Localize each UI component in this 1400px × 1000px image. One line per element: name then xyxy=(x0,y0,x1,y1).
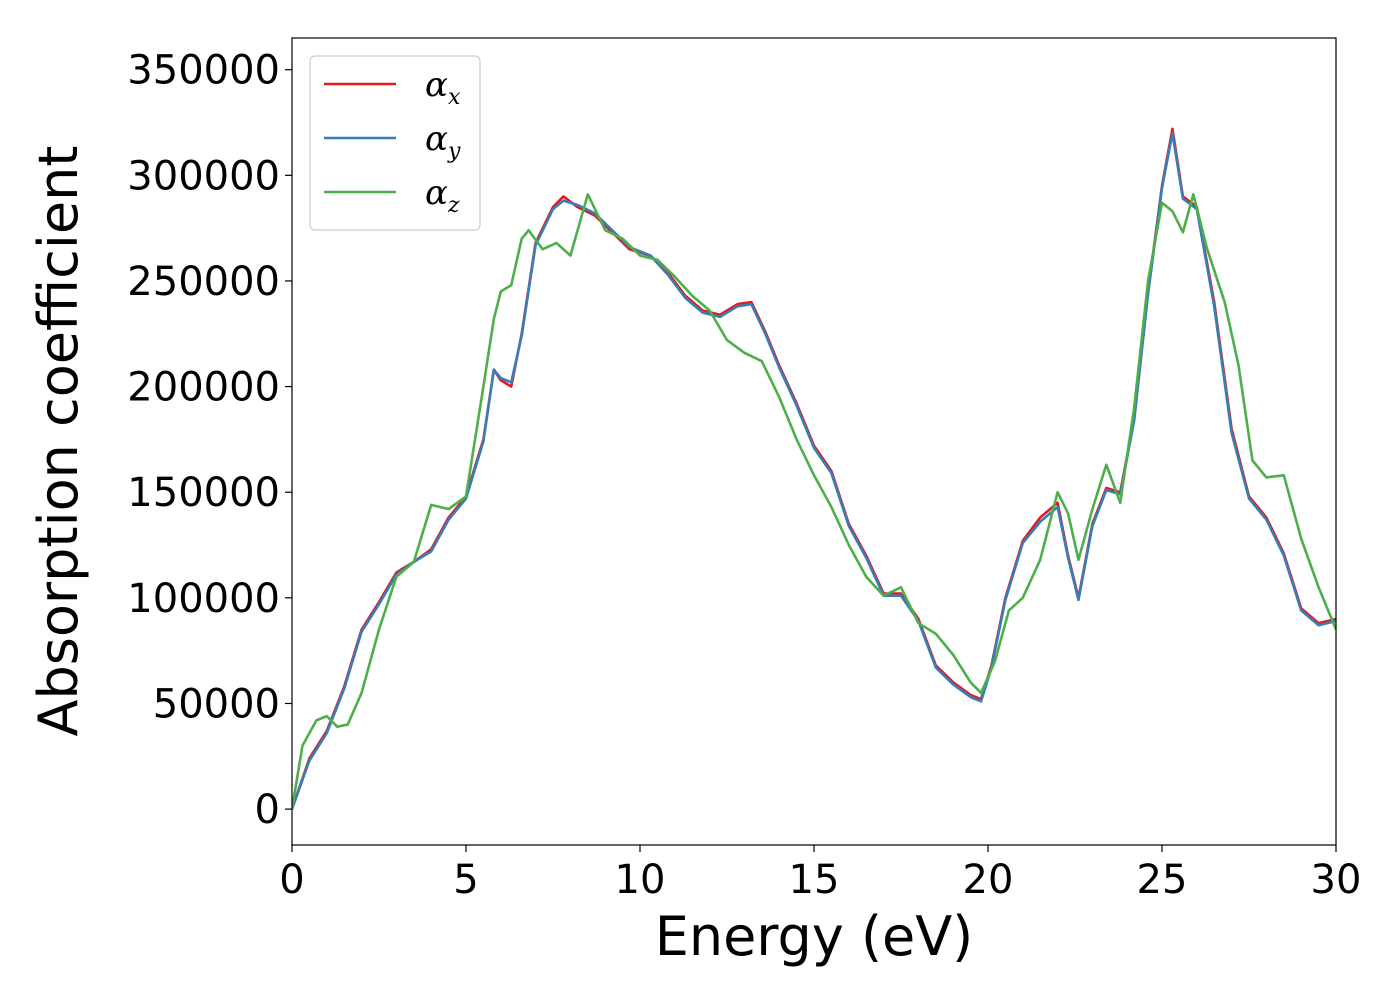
x-tick-label: 20 xyxy=(963,857,1014,903)
legend-label-y: αy xyxy=(425,119,461,164)
x-tick-label: 30 xyxy=(1311,857,1362,903)
y-tick-label: 100000 xyxy=(127,576,280,622)
legend: αx αy αz xyxy=(309,55,481,231)
x-tick-label: 25 xyxy=(1137,857,1188,903)
legend-label-z: αz xyxy=(425,173,460,218)
x-tick-label: 5 xyxy=(453,857,478,903)
series-line-z xyxy=(292,193,1336,810)
y-tick-label: 200000 xyxy=(127,365,280,411)
legend-label-x: αx xyxy=(425,65,461,110)
y-tick-label: 250000 xyxy=(127,259,280,305)
y-tick-label: 0 xyxy=(255,787,280,833)
legend-box xyxy=(309,55,481,231)
y-tick-label: 50000 xyxy=(153,681,280,727)
x-tick-label: 15 xyxy=(789,857,840,903)
series-line-y xyxy=(292,131,1336,810)
y-tick-label: 300000 xyxy=(127,153,280,199)
y-tick-label: 350000 xyxy=(127,48,280,94)
axes-layer: 0 5 10 15 20 25 30 0 50000 100000 150000 200000 2500… xyxy=(127,48,1361,903)
y-tick-label: 150000 xyxy=(127,470,280,516)
x-tick-label: 0 xyxy=(279,857,304,903)
x-axis-title: Energy (eV) xyxy=(655,905,974,968)
y-axis-title: Absorption coefficient xyxy=(27,146,90,737)
x-tick-label: 10 xyxy=(615,857,666,903)
series-layer xyxy=(292,127,1336,810)
